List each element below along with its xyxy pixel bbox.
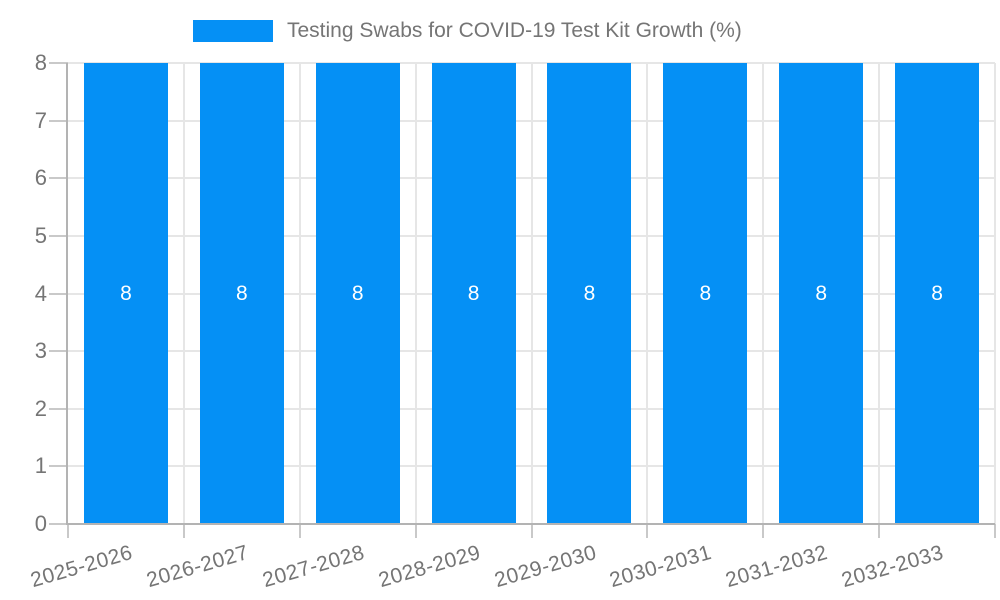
bar-value-label: 8 [931, 281, 943, 305]
bar-value-label: 8 [120, 281, 132, 305]
y-axis-tick [49, 177, 68, 180]
x-axis-tick-label: 2030-2031 [607, 541, 715, 593]
v-gridline [762, 63, 765, 524]
bar-value-label: 8 [467, 281, 480, 305]
bar[interactable]: 8 [779, 63, 864, 524]
y-axis-tick [49, 62, 68, 64]
bar[interactable]: 8 [663, 63, 748, 524]
x-axis-tick [878, 524, 881, 538]
x-axis-tick [298, 524, 301, 538]
x-axis-tick [414, 524, 417, 538]
bar[interactable]: 8 [547, 63, 632, 524]
chart-legend[interactable]: Testing Swabs for COVID-19 Test Kit Grow… [193, 18, 742, 44]
x-axis-tick-label: 2028-2029 [375, 541, 483, 593]
bar[interactable]: 8 [83, 63, 168, 524]
bar-value-label: 8 [815, 281, 828, 305]
y-axis-tick-label: 3 [34, 338, 47, 364]
x-axis-tick [182, 524, 185, 538]
x-axis-tick [762, 524, 765, 538]
x-axis-tick-label: 2031-2032 [723, 541, 831, 593]
y-axis-tick [49, 234, 68, 237]
y-axis-tick-label: 7 [34, 107, 47, 133]
bar[interactable]: 8 [431, 63, 516, 524]
x-axis-tick [530, 524, 533, 538]
y-axis-tick [49, 465, 68, 468]
y-axis-tick [49, 292, 68, 295]
legend-swatch [193, 20, 273, 42]
bar-value-label: 8 [583, 281, 596, 305]
x-axis-tick-label: 2029-2030 [491, 541, 599, 593]
v-gridline [878, 63, 881, 524]
y-axis-tick-label: 4 [34, 280, 47, 306]
x-axis-tick-label: 2032-2033 [839, 541, 947, 593]
y-axis-tick-label: 1 [34, 453, 47, 479]
y-axis-line [66, 63, 68, 524]
x-axis-tick-label: 2026-2027 [143, 541, 252, 593]
y-axis-tick [49, 523, 68, 525]
x-axis-tick [646, 524, 649, 538]
x-axis-tick [67, 524, 69, 538]
y-axis-tick-label: 5 [34, 222, 47, 248]
v-gridline [994, 63, 996, 524]
bar-value-label: 8 [235, 281, 248, 305]
y-axis-tick-label: 6 [34, 165, 47, 191]
y-axis-tick-label: 8 [34, 50, 47, 75]
y-axis-tick-label: 2 [34, 395, 47, 421]
v-gridline [298, 63, 301, 524]
v-gridline [414, 63, 417, 524]
x-axis-tick [994, 524, 996, 538]
bar[interactable]: 8 [315, 63, 400, 524]
y-axis-tick [49, 350, 68, 353]
v-gridline [530, 63, 533, 524]
x-axis-tick-label: 2025-2026 [28, 541, 136, 593]
v-gridline [182, 63, 185, 524]
v-gridline [646, 63, 649, 524]
y-axis-tick [49, 119, 68, 122]
x-axis-line [66, 523, 995, 525]
bar-value-label: 8 [699, 281, 712, 305]
y-axis-tick [49, 407, 68, 410]
legend-label: Testing Swabs for COVID-19 Test Kit Grow… [287, 19, 742, 42]
y-axis-tick-label: 0 [34, 511, 47, 536]
bar[interactable]: 8 [895, 63, 980, 524]
bar[interactable]: 8 [199, 63, 284, 524]
bar-value-label: 8 [351, 281, 364, 305]
x-axis-tick-label: 2027-2028 [259, 541, 368, 593]
